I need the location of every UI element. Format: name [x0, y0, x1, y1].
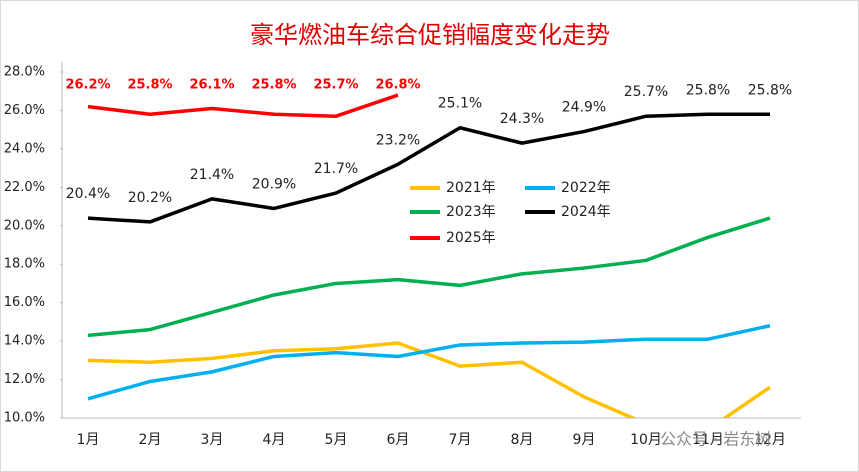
data-label: 25.8%: [686, 82, 730, 98]
legend-label: 2021年: [446, 180, 496, 196]
data-label: 20.4%: [66, 186, 110, 202]
data-label: 26.8%: [375, 78, 420, 93]
x-tick-label: 2月: [139, 432, 162, 448]
x-tick-label: 12月: [754, 432, 786, 448]
y-tick-label: 10.0%: [4, 411, 45, 426]
chart-title: 豪华燃油车综合促销幅度变化走势: [250, 21, 610, 49]
x-tick-label: 6月: [387, 432, 410, 448]
y-tick-label: 24.0%: [4, 141, 45, 156]
x-tick-label: 1月: [77, 432, 100, 448]
y-tick-label: 16.0%: [4, 295, 45, 310]
x-tick-label: 8月: [511, 432, 534, 448]
data-label: 25.7%: [624, 84, 668, 100]
data-label: 25.8%: [127, 78, 172, 93]
legend-label: 2025年: [446, 230, 496, 246]
y-tick-label: 18.0%: [4, 257, 45, 272]
series-line: [87, 341, 771, 418]
data-label: 21.7%: [314, 161, 358, 177]
data-label: 24.9%: [562, 100, 606, 116]
x-tick-label: 5月: [325, 432, 348, 448]
series-line: [87, 324, 771, 401]
legend-label: 2022年: [561, 180, 611, 196]
y-tick-label: 28.0%: [4, 65, 45, 80]
y-tick-label: 12.0%: [4, 372, 45, 387]
legend-label: 2023年: [446, 204, 496, 220]
data-label: 26.2%: [65, 78, 110, 93]
y-tick-label: 22.0%: [4, 180, 45, 195]
x-tick-label: 4月: [263, 432, 286, 448]
y-tick-label: 26.0%: [4, 103, 45, 118]
data-label: 25.7%: [313, 78, 358, 93]
x-tick-label: 11月: [692, 432, 724, 448]
y-tick-label: 20.0%: [4, 218, 45, 233]
series-line: [87, 112, 770, 224]
data-label: 23.2%: [376, 132, 420, 148]
plot: [87, 93, 771, 418]
x-tick-label: 7月: [449, 432, 472, 448]
legend-label: 2024年: [561, 204, 611, 220]
data-label: 25.8%: [251, 78, 296, 93]
data-label: 26.1%: [189, 78, 234, 93]
series-line: [87, 216, 771, 338]
data-label: 25.1%: [438, 96, 482, 112]
series-line: [87, 93, 399, 118]
data-label: 21.4%: [190, 167, 234, 183]
x-tick-label: 3月: [201, 432, 224, 448]
y-tick-label: 14.0%: [4, 334, 45, 349]
watermark: 公众号 · 岩东树: [660, 430, 771, 449]
data-label: 24.3%: [500, 111, 544, 127]
data-label: 25.8%: [748, 82, 792, 98]
x-tick-label: 10月: [630, 432, 662, 448]
x-tick-label: 9月: [573, 432, 596, 448]
data-label: 20.2%: [128, 190, 172, 206]
data-label: 20.9%: [252, 176, 296, 192]
